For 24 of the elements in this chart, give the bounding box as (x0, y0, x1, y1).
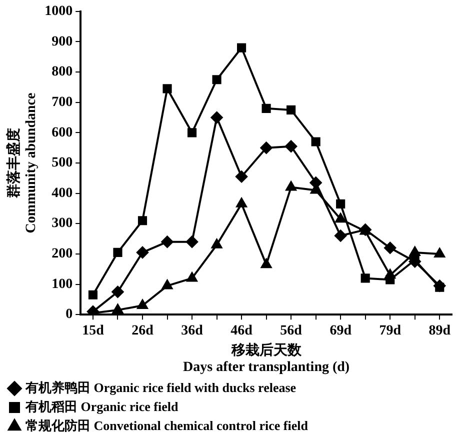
y-tick-label: 600 (52, 125, 73, 140)
y-tick-label: 400 (52, 186, 73, 201)
y-tick-label: 900 (52, 34, 73, 50)
x-tick-label: 26d (132, 324, 154, 339)
y-tick-label: 700 (52, 94, 73, 110)
legend-label: 有机养鸭田 Organic rice field with ducks release (24, 380, 296, 395)
x-tick-label: 89d (428, 324, 451, 339)
x-tick-label: 56d (280, 324, 302, 339)
y-tick-label: 0 (66, 307, 73, 322)
x-tick-label: 36d (181, 324, 204, 339)
y-tick-label: 800 (52, 64, 73, 80)
x-axis-title: 移栽后天数 Days after transplanting (d) (183, 341, 350, 376)
x-tick-label: 46d (230, 324, 253, 339)
x-tick-label: 79d (379, 324, 402, 339)
y-tick-label: 200 (52, 246, 73, 262)
legend-label: 常规化防田 Convetional chemical control rice field (26, 418, 309, 433)
legend-label: 有机稻田 Organic rice field (24, 398, 179, 414)
y-tick-label: 1000 (44, 4, 73, 20)
y-tick-label: 500 (52, 156, 73, 171)
y-tick-label: 100 (52, 276, 73, 292)
x-tick-label: 69d (330, 324, 352, 339)
y-tick-label: 300 (52, 216, 73, 232)
x-tick-label: 15d (82, 324, 104, 339)
y-axis-title: 群落丰盛度 Community abundance (5, 92, 39, 234)
